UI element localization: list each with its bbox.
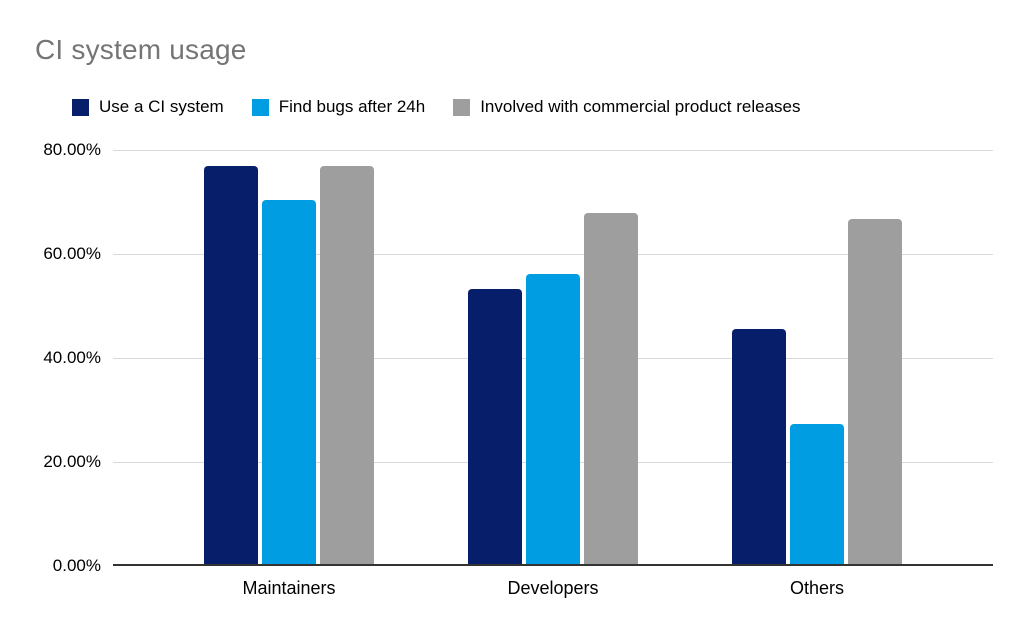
plot-area: 0.00% 20.00% 40.00% 60.00% 80.00% Maintainers… (43, 140, 993, 598)
gridline-60 (113, 254, 993, 255)
bar-developers-find-bugs-after-24h (526, 274, 580, 564)
bar-maintainers-use-a-ci-system (204, 166, 258, 564)
y-tick-label-0: 0.00% (52, 556, 101, 575)
chart-legend: Use a CI system Find bugs after 24h Invo… (72, 97, 801, 117)
bar-group-others (732, 219, 902, 564)
legend-item-find-bugs-24h: Find bugs after 24h (251, 97, 426, 117)
bar-maintainers-involved-with-commercial-product-releases (320, 166, 374, 564)
bar-developers-use-a-ci-system (468, 289, 522, 564)
y-tick-label-80: 80.00% (43, 140, 101, 159)
bar-group-maintainers (204, 166, 374, 564)
legend-swatch-navy (72, 98, 89, 116)
bar-developers-involved-with-commercial-product-releases (584, 213, 638, 564)
bar-others-find-bugs-after-24h (790, 424, 844, 564)
legend-label-commercial-releases: Involved with commercial product release… (480, 97, 801, 116)
legend-swatch-blue (251, 98, 269, 116)
x-category-label-developers: Developers (507, 578, 599, 598)
x-category-label-others: Others (789, 578, 845, 598)
legend-item-use-ci-system: Use a CI system (72, 97, 224, 117)
legend-swatch-gray (453, 98, 471, 116)
bar-maintainers-find-bugs-after-24h (262, 200, 316, 564)
y-tick-label-20: 20.00% (43, 452, 101, 471)
chart-title: CI system usage (35, 34, 247, 65)
bar-others-involved-with-commercial-product-releases (848, 219, 902, 564)
legend-label-use-ci-system: Use a CI system (99, 97, 224, 116)
y-tick-label-60: 60.00% (43, 244, 101, 263)
gridline-80 (113, 150, 993, 151)
x-axis-line (113, 564, 993, 566)
x-category-label-maintainers: Maintainers (242, 578, 336, 598)
y-tick-label-40: 40.00% (43, 348, 101, 367)
legend-label-find-bugs-24h: Find bugs after 24h (278, 97, 426, 116)
legend-item-commercial-releases: Involved with commercial product release… (453, 97, 801, 117)
bar-others-use-a-ci-system (732, 329, 786, 564)
bar-group-developers (468, 213, 638, 564)
